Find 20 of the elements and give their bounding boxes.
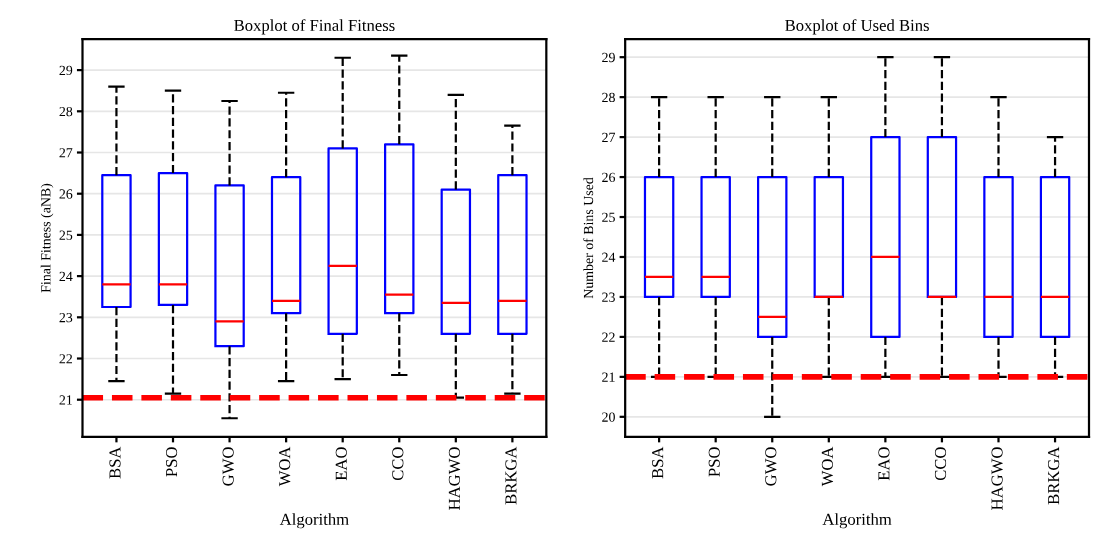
- x-tick-label: GWO: [222, 447, 234, 486]
- x-tick-label: CCO: [934, 447, 947, 481]
- x-axis-title: Algorithm: [822, 513, 892, 529]
- x-tick-label: PSO: [708, 447, 720, 477]
- x-tick-label: WOA: [821, 446, 834, 487]
- x-tick-label: HAGWO: [991, 447, 1003, 510]
- x-tick-label: HAGWO: [448, 447, 461, 510]
- x-tick-label: WOA: [279, 446, 291, 487]
- x-tick-label: BSA: [109, 446, 121, 479]
- x-tick-label: EAO: [878, 447, 890, 481]
- chart-title: Boxplot of Used Bins: [785, 19, 929, 35]
- chart-title: Boxplot of Final Fitness: [234, 19, 395, 35]
- x-axis-title: Algorithm: [279, 513, 349, 529]
- x-tick-label: GWO: [765, 447, 777, 486]
- x-tick-label: BSA: [652, 446, 664, 479]
- x-tick-label: PSO: [165, 447, 178, 477]
- x-tick-label: EAO: [335, 447, 347, 481]
- x-tick-label: BRKGA: [1048, 446, 1060, 505]
- x-tick-label: BRKGA: [505, 446, 517, 505]
- x-tick-label: CCO: [392, 447, 404, 481]
